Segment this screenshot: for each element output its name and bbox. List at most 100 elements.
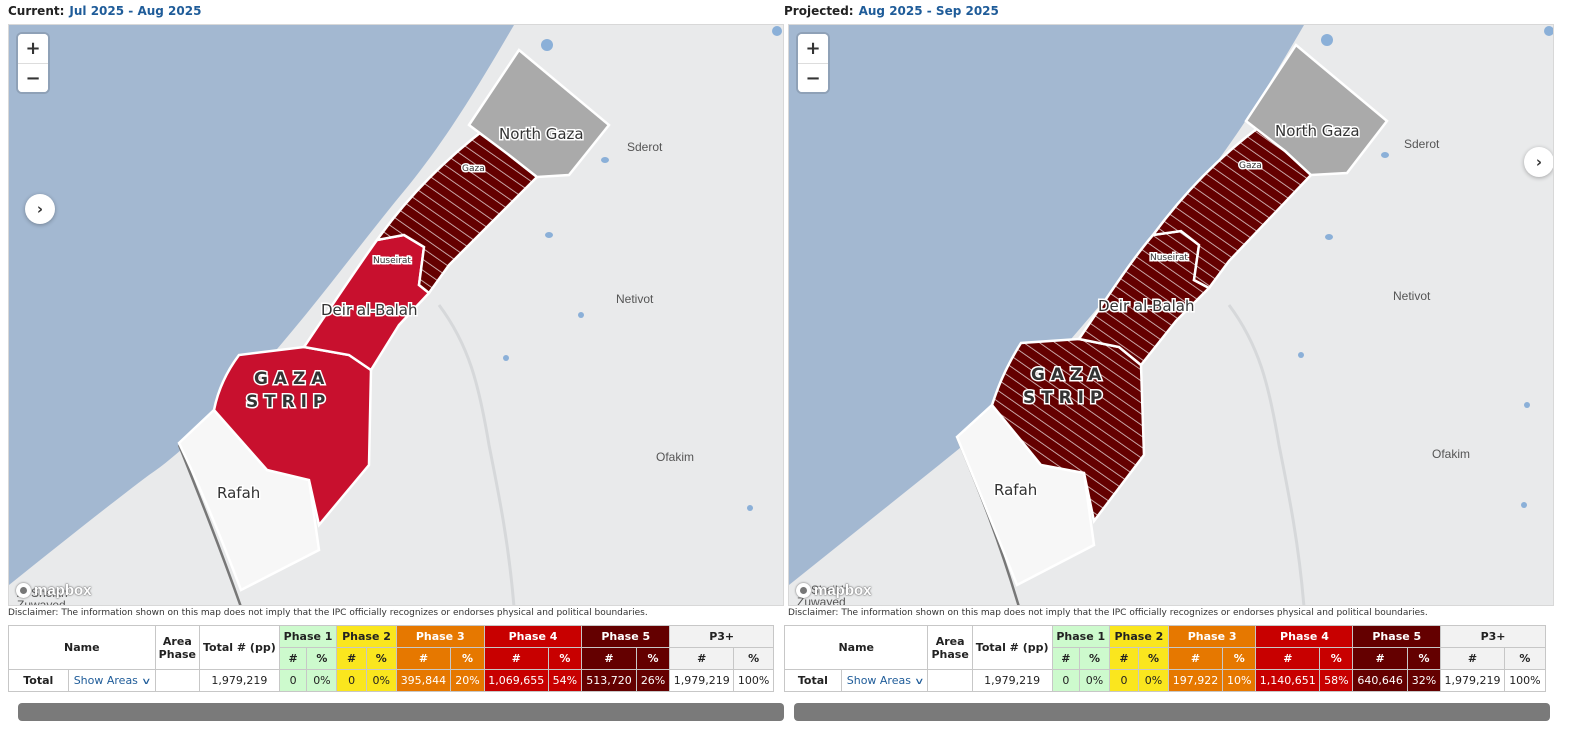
water-body [747, 505, 753, 511]
label-gaza: Gaza [1239, 161, 1262, 171]
label-zuwayed: Zuwayed [797, 595, 846, 606]
horizontal-scrollbar[interactable] [794, 703, 1550, 721]
sub-pct: % [450, 647, 485, 670]
mapbox-logo-text: mapbox [34, 582, 92, 599]
p2-pct: 0% [1138, 669, 1169, 692]
zoom-in-button[interactable]: + [18, 34, 48, 63]
col-phase2: Phase 2 [1108, 625, 1169, 648]
p5-pct: 32% [1406, 669, 1442, 692]
water-body [1521, 502, 1527, 508]
sub-pct: % [306, 647, 338, 670]
col-phase5: Phase 5 [1352, 625, 1442, 648]
p4-num: 1,069,655 [483, 669, 549, 692]
show-areas-button[interactable]: Show Areas ∨ [67, 669, 156, 692]
chevron-right-icon[interactable]: › [1524, 147, 1553, 177]
sub-pct: % [1406, 647, 1442, 670]
region-khan-younis[interactable] [990, 337, 1146, 524]
sub-num: # [1440, 647, 1505, 670]
zoom-out-button[interactable]: − [18, 63, 48, 92]
p1-pct: 0% [1079, 669, 1110, 692]
sub-num: # [483, 647, 549, 670]
p5-num: 513,720 [581, 669, 637, 692]
row-label: Total [784, 669, 842, 692]
sub-num: # [1051, 647, 1081, 670]
mapbox-logo[interactable]: mapbox [16, 582, 92, 599]
label-gaza-strip-2: S T R I P [246, 392, 325, 412]
col-phase1: Phase 1 [278, 625, 338, 648]
label-north-gaza: North Gaza [1275, 122, 1360, 140]
zoom-out-button[interactable]: − [798, 63, 828, 92]
col-p3plus: P3+ [669, 625, 774, 648]
p3-pct: 10% [1222, 669, 1257, 692]
table-row: Total Show Areas ∨ 1,979,219 0 0% 0 0% 39… [8, 669, 774, 692]
region-gaza[interactable] [374, 117, 539, 295]
region-north-gaza[interactable] [467, 48, 611, 179]
region-rafah[interactable] [955, 403, 1096, 587]
mapbox-icon [16, 583, 31, 598]
water-body [1325, 234, 1333, 240]
water-body [1321, 34, 1333, 46]
label-nuseirat: Nuseirat [1150, 253, 1188, 263]
period-link[interactable]: Aug 2025 - Sep 2025 [858, 4, 999, 18]
p1-num: 0 [1051, 669, 1081, 692]
col-name: Name [783, 625, 929, 670]
water-body [1524, 402, 1530, 408]
col-phase4: Phase 4 [483, 625, 583, 648]
show-areas-button[interactable]: Show Areas ∨ [840, 669, 929, 692]
mapbox-icon [796, 583, 811, 598]
p3-pct: 20% [450, 669, 485, 692]
water-body [578, 312, 584, 318]
chevron-right-icon[interactable]: › [25, 194, 55, 224]
p3plus-pct: 100% [1503, 669, 1547, 692]
sub-num: # [336, 647, 367, 670]
map-svg[interactable]: North Gaza Gaza Nuseirat Deir al-Balah G… [789, 25, 1554, 606]
col-phase3: Phase 3 [395, 625, 485, 648]
chevron-down-icon: ∨ [913, 677, 925, 687]
mapbox-logo[interactable]: mapbox [796, 582, 872, 599]
sub-pct: % [1138, 647, 1169, 670]
disclaimer: Disclaimer: The information shown on thi… [788, 608, 1428, 618]
p1-pct: 0% [306, 669, 338, 692]
map-svg[interactable]: North Gaza Gaza Nuseirat Deir al-Balah G… [9, 25, 784, 606]
col-area-phase: Area Phase [927, 625, 973, 670]
road [1227, 304, 1306, 605]
sea [9, 25, 514, 585]
label-ofakim: Ofakim [1432, 447, 1470, 461]
road [437, 304, 516, 605]
heading-label: Current: [8, 4, 65, 18]
phase-table: Name Area Phase Total # (pp) Phase 1 Phas… [8, 625, 774, 692]
label-gaza: Gaza [462, 164, 485, 174]
sub-num: # [1255, 647, 1321, 670]
col-area-phase: Area Phase [154, 625, 201, 670]
map-canvas[interactable]: North Gaza Gaza Nuseirat Deir al-Balah G… [8, 24, 784, 606]
region-gaza[interactable] [1150, 115, 1313, 290]
mapbox-logo-text: mapbox [814, 582, 872, 599]
col-phase4: Phase 4 [1255, 625, 1354, 648]
col-name: Name [8, 625, 156, 670]
horizontal-scrollbar[interactable] [18, 703, 784, 721]
area-phase-cell [927, 669, 973, 692]
region-deir-al-balah[interactable] [1076, 229, 1212, 367]
sub-pct: % [1503, 647, 1547, 670]
label-deir-al-balah: Deir al-Balah [1098, 297, 1194, 315]
col-phase2: Phase 2 [336, 625, 397, 648]
area-phase-cell [154, 669, 201, 692]
p3-num: 197,922 [1167, 669, 1224, 692]
show-areas-label: Show Areas [73, 674, 138, 687]
sub-pct: % [1222, 647, 1257, 670]
water-body [1544, 26, 1553, 36]
sub-pct: % [1079, 647, 1110, 670]
col-phase1: Phase 1 [1051, 625, 1110, 648]
label-deir-al-balah: Deir al-Balah [321, 301, 417, 319]
region-rafah[interactable] [177, 408, 321, 592]
water-body [503, 355, 509, 361]
region-north-gaza[interactable] [1244, 43, 1389, 177]
zoom-in-button[interactable]: + [798, 34, 828, 63]
p4-pct: 58% [1319, 669, 1354, 692]
water-body [601, 157, 609, 163]
phase-table: Name Area Phase Total # (pp) Phase 1 Phas… [783, 625, 1547, 692]
col-p3plus: P3+ [1440, 625, 1546, 648]
map-canvas[interactable]: North Gaza Gaza Nuseirat Deir al-Balah G… [788, 24, 1554, 606]
region-deir-al-balah[interactable] [301, 233, 431, 372]
period-link[interactable]: Jul 2025 - Aug 2025 [69, 4, 202, 18]
